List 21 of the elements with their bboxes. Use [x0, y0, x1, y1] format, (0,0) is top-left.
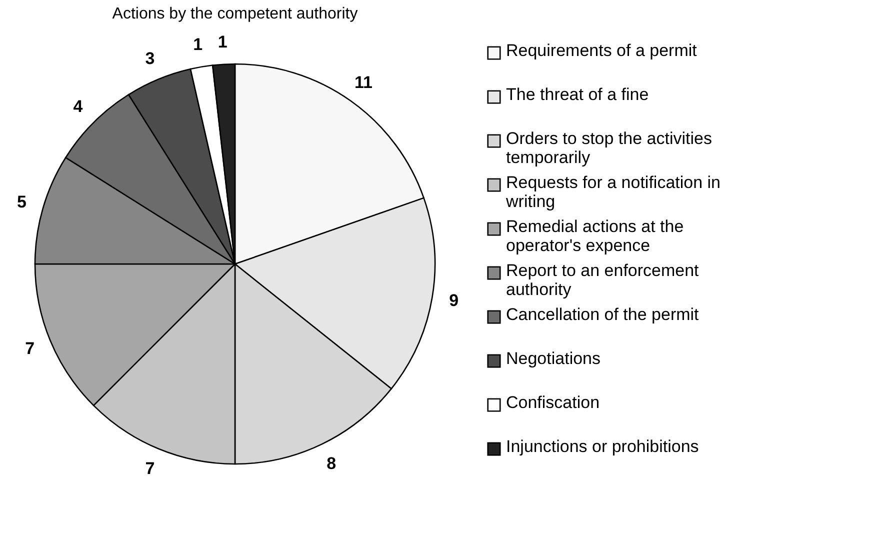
legend-label: Requirements of a permit [506, 41, 698, 60]
data-label: 1 [193, 35, 203, 54]
legend-label: Orders to stop the activities temporarily [506, 129, 712, 167]
data-label: 8 [326, 454, 336, 474]
legend-label: The threat of a fine [506, 85, 649, 104]
data-label: 11 [354, 72, 372, 92]
legend-label: Cancellation of the permit [506, 305, 700, 324]
data-label: 3 [145, 48, 155, 68]
data-label: 1 [218, 32, 228, 52]
legend-label: Injunctions or prohibitions [506, 437, 699, 456]
legend-label: Remedial actions at the operator's expence [506, 217, 684, 255]
data-label: 4 [73, 97, 84, 116]
data-label: 7 [25, 338, 35, 358]
data-label: 9 [449, 291, 459, 310]
data-label: 5 [16, 192, 26, 212]
legend-label: Confiscation [506, 393, 600, 412]
chart-title: Actions by the competent authority [112, 5, 358, 22]
legend-label: Requests for a notification in writing [505, 173, 721, 211]
data-label: 7 [145, 459, 155, 478]
legend-label: Negotiations [506, 349, 601, 368]
legend-label: Report to an enforcement authority [506, 261, 700, 299]
